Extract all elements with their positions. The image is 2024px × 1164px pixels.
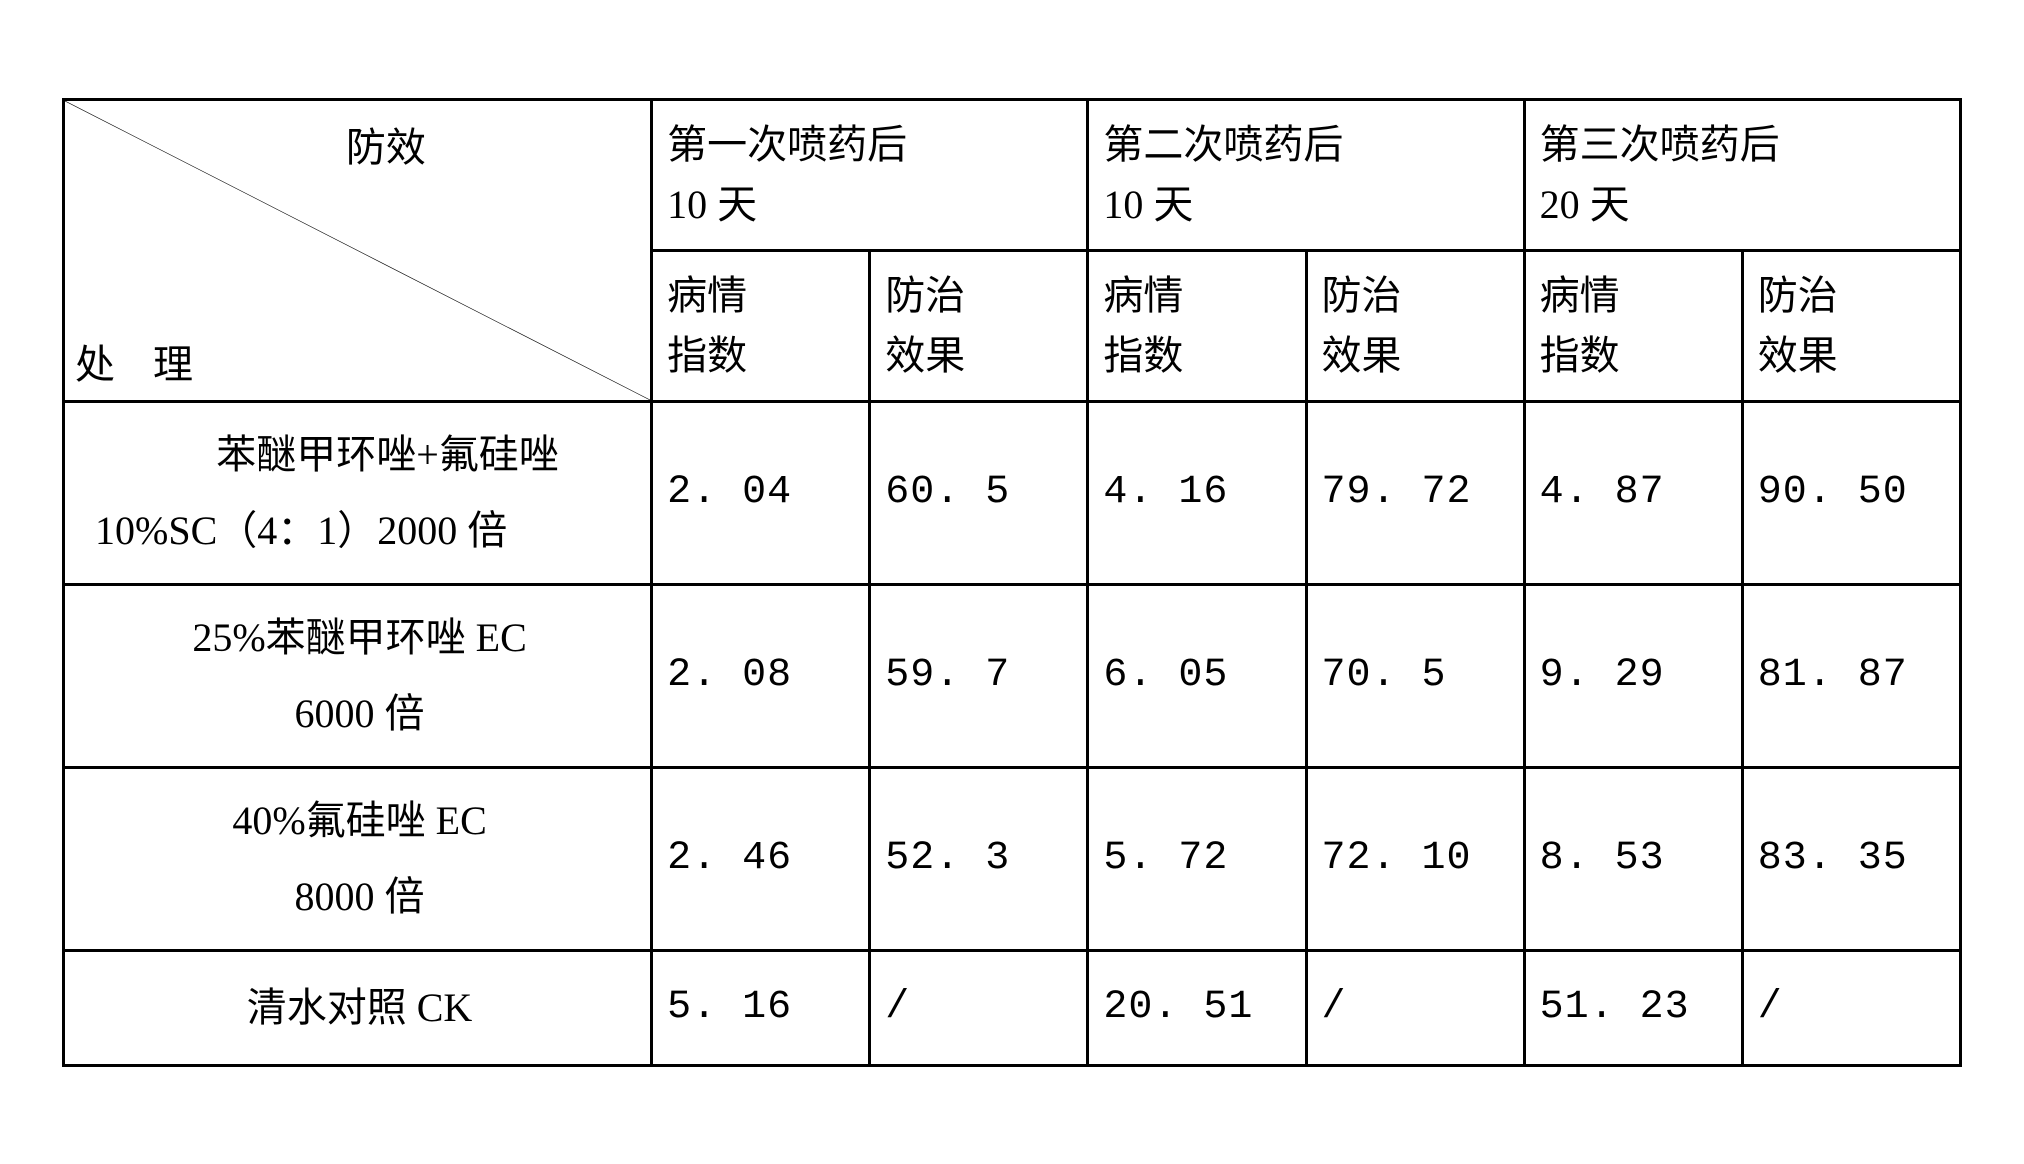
cell-value: 79. 72: [1306, 401, 1524, 584]
header-group-3: 第三次喷药后 20 天: [1524, 99, 1960, 250]
header-group-1-title: 第一次喷药后: [667, 122, 907, 167]
table-row: 25%苯醚甲环唑 EC 6000 倍 2. 08 59. 7 6. 05 70.…: [64, 584, 1961, 767]
efficacy-table: 防效 处 理 第一次喷药后 10 天 第二次喷药后 10 天 第三次喷药后 20…: [62, 98, 1962, 1067]
cell-value: 4. 16: [1088, 401, 1306, 584]
cell-value: /: [1306, 950, 1524, 1065]
cell-value: 83. 35: [1742, 767, 1960, 950]
treatment-cell: 25%苯醚甲环唑 EC 6000 倍: [64, 584, 652, 767]
header-row-1: 防效 处 理 第一次喷药后 10 天 第二次喷药后 10 天 第三次喷药后 20…: [64, 99, 1961, 250]
header-group-2-title: 第二次喷药后: [1103, 122, 1343, 167]
cell-value: 70. 5: [1306, 584, 1524, 767]
cell-value: 72. 10: [1306, 767, 1524, 950]
table-row: 苯醚甲环唑+氟硅唑 10%SC（4：1）2000 倍 2. 04 60. 5 4…: [64, 401, 1961, 584]
cell-value: 60. 5: [870, 401, 1088, 584]
cell-value: 6. 05: [1088, 584, 1306, 767]
header-group-1: 第一次喷药后 10 天: [652, 99, 1088, 250]
treatment-cell: 苯醚甲环唑+氟硅唑 10%SC（4：1）2000 倍: [64, 401, 652, 584]
cell-value: /: [1742, 950, 1960, 1065]
cell-value: 2. 08: [652, 584, 870, 767]
subheader-control-effect-3: 防治效果: [1742, 250, 1960, 401]
cell-value: 5. 16: [652, 950, 870, 1065]
cell-value: 51. 23: [1524, 950, 1742, 1065]
cell-value: 2. 04: [652, 401, 870, 584]
subheader-disease-index-1: 病情指数: [652, 250, 870, 401]
cell-value: /: [870, 950, 1088, 1065]
cell-value: 9. 29: [1524, 584, 1742, 767]
efficacy-table-container: 防效 处 理 第一次喷药后 10 天 第二次喷药后 10 天 第三次喷药后 20…: [62, 98, 1962, 1067]
subheader-control-effect-1: 防治效果: [870, 250, 1088, 401]
table-row: 40%氟硅唑 EC 8000 倍 2. 46 52. 3 5. 72 72. 1…: [64, 767, 1961, 950]
cell-value: 81. 87: [1742, 584, 1960, 767]
header-efficacy-label: 防效: [346, 115, 426, 173]
header-group-3-title: 第三次喷药后: [1540, 122, 1780, 167]
subheader-disease-index-2: 病情指数: [1088, 250, 1306, 401]
table-row: 清水对照 CK 5. 16 / 20. 51 / 51. 23 /: [64, 950, 1961, 1065]
treatment-cell: 清水对照 CK: [64, 950, 652, 1065]
cell-value: 2. 46: [652, 767, 870, 950]
header-treatment-label: 处 理: [75, 332, 207, 390]
header-group-2-sub: 10 天: [1103, 182, 1193, 227]
subheader-control-effect-2: 防治效果: [1306, 250, 1524, 401]
cell-value: 8. 53: [1524, 767, 1742, 950]
header-group-3-sub: 20 天: [1540, 182, 1630, 227]
diagonal-header-cell: 防效 处 理: [64, 99, 652, 401]
treatment-cell: 40%氟硅唑 EC 8000 倍: [64, 767, 652, 950]
cell-value: 59. 7: [870, 584, 1088, 767]
header-group-1-sub: 10 天: [667, 182, 757, 227]
cell-value: 5. 72: [1088, 767, 1306, 950]
cell-value: 52. 3: [870, 767, 1088, 950]
cell-value: 90. 50: [1742, 401, 1960, 584]
header-group-2: 第二次喷药后 10 天: [1088, 99, 1524, 250]
cell-value: 20. 51: [1088, 950, 1306, 1065]
cell-value: 4. 87: [1524, 401, 1742, 584]
subheader-disease-index-3: 病情指数: [1524, 250, 1742, 401]
